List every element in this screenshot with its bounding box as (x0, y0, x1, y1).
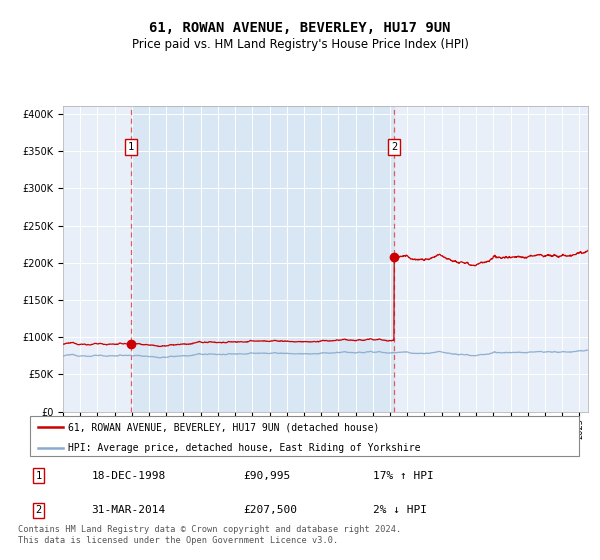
Text: £90,995: £90,995 (244, 470, 291, 480)
Text: 61, ROWAN AVENUE, BEVERLEY, HU17 9UN (detached house): 61, ROWAN AVENUE, BEVERLEY, HU17 9UN (de… (68, 422, 380, 432)
Text: Contains HM Land Registry data © Crown copyright and database right 2024.
This d: Contains HM Land Registry data © Crown c… (18, 525, 401, 545)
FancyBboxPatch shape (30, 416, 579, 456)
Text: Price paid vs. HM Land Registry's House Price Index (HPI): Price paid vs. HM Land Registry's House … (131, 38, 469, 51)
Text: 18-DEC-1998: 18-DEC-1998 (91, 470, 166, 480)
Text: 61, ROWAN AVENUE, BEVERLEY, HU17 9UN: 61, ROWAN AVENUE, BEVERLEY, HU17 9UN (149, 21, 451, 35)
Text: £207,500: £207,500 (244, 505, 298, 515)
Text: 2% ↓ HPI: 2% ↓ HPI (373, 505, 427, 515)
Text: 1: 1 (36, 470, 42, 480)
Text: 2: 2 (36, 505, 42, 515)
Text: HPI: Average price, detached house, East Riding of Yorkshire: HPI: Average price, detached house, East… (68, 442, 421, 452)
Text: 31-MAR-2014: 31-MAR-2014 (91, 505, 166, 515)
Text: 17% ↑ HPI: 17% ↑ HPI (373, 470, 434, 480)
Text: 1: 1 (128, 142, 134, 152)
Text: 2: 2 (391, 142, 397, 152)
Bar (131, 106, 394, 412)
